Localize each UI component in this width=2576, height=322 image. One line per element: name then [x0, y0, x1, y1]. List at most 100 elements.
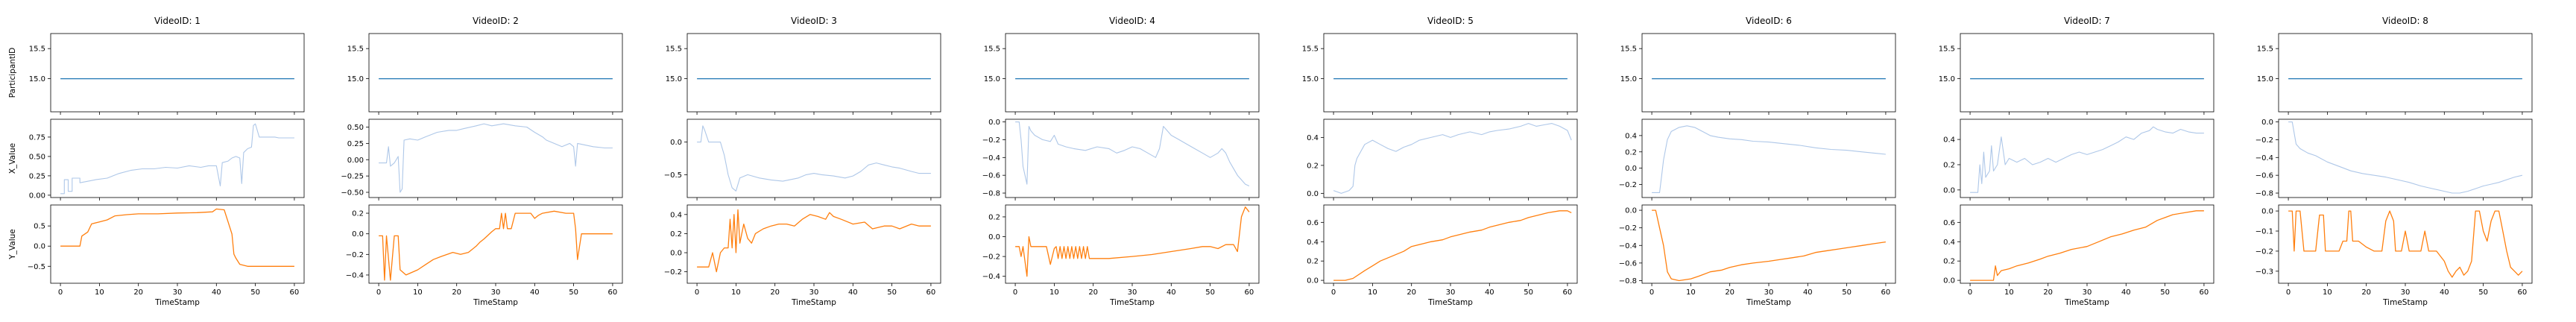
- y-tick-label: −0.4: [2255, 154, 2273, 162]
- y-tick-label: 0.2: [1307, 258, 1319, 266]
- x-tick-label: 10: [2323, 288, 2332, 297]
- x-tick-label: 0: [58, 288, 63, 297]
- x-tick-label: 50: [2478, 288, 2488, 297]
- axes-frame: [686, 204, 941, 284]
- axes-frame: [1960, 33, 2214, 113]
- series-line-x_value: [697, 125, 931, 192]
- y-tick-label: 15.5: [29, 45, 45, 54]
- y-tick-label: 0.2: [352, 210, 364, 218]
- y-tick-label: 15.0: [1620, 75, 1637, 83]
- x-tick-label: 60: [1563, 288, 1573, 297]
- y-tick-label: 0.4: [1943, 239, 1955, 247]
- x-tick-label: 50: [250, 288, 260, 297]
- y-tick-label: −0.1: [2255, 228, 2273, 236]
- panel-title: VideoID: 2: [473, 16, 519, 26]
- x-tick-label: 20: [1725, 288, 1734, 297]
- x-tick-label: 0: [1968, 288, 1972, 297]
- y-tick-label: 15.5: [1939, 45, 1955, 54]
- y-tick-label: 0.6: [1943, 219, 1955, 227]
- x-tick-label: 40: [212, 288, 221, 297]
- y-tick-label: 15.0: [2257, 75, 2273, 83]
- axes-x_value: −0.50 −0.25 0.00 0.25 0.50: [341, 119, 623, 201]
- series-line-x_value: [1333, 123, 1572, 194]
- x-tick-label: 30: [491, 288, 501, 297]
- x-tick-label: 60: [1881, 288, 1891, 297]
- series-line-x_value: [2288, 121, 2523, 194]
- x-tick-label: 40: [1485, 288, 1494, 297]
- axes-y_value: −0.4 −0.2 0.0 0.2 0 10 20 30 40 50 60 TimeStamp: [346, 204, 623, 307]
- axes-frame: [2278, 119, 2533, 198]
- y-tick-label: 0.2: [670, 230, 682, 239]
- y-tick-label: 0.0: [988, 233, 1000, 242]
- series-line-y_value: [1652, 209, 1886, 282]
- x-tick-label: 0: [376, 288, 381, 297]
- series-line-y_value: [60, 208, 294, 267]
- panel-title: VideoID: 1: [154, 16, 201, 26]
- y-tick-label: −0.2: [982, 253, 1000, 262]
- y-tick-label: 0.0: [988, 119, 1000, 127]
- x-tick-label: 40: [848, 288, 858, 297]
- axes-participant: 15.0 15.5: [666, 33, 941, 115]
- axes-x_value: 0.0 0.2 0.4: [1943, 119, 2214, 201]
- x-tick-label: 60: [2200, 288, 2209, 297]
- y-tick-label: 0.50: [347, 124, 364, 132]
- x-tick-label: 60: [926, 288, 936, 297]
- y-tick-label: 0.2: [1307, 162, 1319, 170]
- x-tick-label: 40: [530, 288, 540, 297]
- series-line-y_value: [379, 210, 613, 281]
- y-tick-label: 0.2: [1943, 161, 1955, 169]
- axes-participant: 15.0 15.5: [347, 33, 623, 115]
- x-tick-label: 50: [569, 288, 578, 297]
- y-tick-label: −0.3: [2255, 268, 2273, 276]
- y-tick-label: 0.4: [670, 211, 682, 219]
- x-tick-label: 10: [731, 288, 741, 297]
- y-tick-label: −0.5: [664, 171, 682, 180]
- x-tick-label: 50: [887, 288, 897, 297]
- panel-column: VideoID: 2 15.015.5−0.50−0.250.000.250.50…: [341, 16, 623, 307]
- axes-x_value: 0.0 0.2 0.4: [1307, 119, 1578, 201]
- x-tick-label: 40: [1167, 288, 1176, 297]
- y-tick-label: −0.4: [1619, 242, 1637, 250]
- y-tick-label: 0.25: [29, 172, 45, 180]
- x-tick-label: 40: [2440, 288, 2449, 297]
- x-tick-label: 40: [2121, 288, 2131, 297]
- series-line-x_value: [1970, 126, 2204, 193]
- x-tick-label: 30: [1128, 288, 1137, 297]
- x-axis-label: TimeStamp: [2064, 298, 2109, 307]
- x-tick-label: 60: [2518, 288, 2528, 297]
- y-tick-label: 0.0: [1307, 190, 1319, 198]
- panel-column: VideoID: 415.015.5−0.8−0.6−0.4−0.20.0−0.…: [982, 16, 1260, 307]
- panel-column: VideoID: 715.015.50.00.20.40.00.20.40.60…: [1939, 16, 2214, 307]
- x-tick-label: 10: [2004, 288, 2014, 297]
- y-tick-label: 0.0: [1943, 186, 1955, 195]
- y-tick-label: −0.8: [982, 190, 1000, 198]
- x-tick-label: 30: [2401, 288, 2411, 297]
- y-tick-label: 15.0: [984, 75, 1000, 83]
- y-tick-label: −0.2: [2255, 136, 2273, 145]
- axes-y_value: −0.5 0.0 0.5 0 10 20 30 40 50 60 Y_Value TimeStamp: [8, 204, 305, 307]
- x-tick-label: 10: [413, 288, 423, 297]
- y-tick-label: −0.8: [1619, 277, 1637, 285]
- axes-y_value: 0.0 0.2 0.4 0.6 0 10 20 30 40 50 60 TimeStamp: [1943, 204, 2214, 307]
- x-tick-label: 30: [173, 288, 183, 297]
- y-tick-label: 15.0: [1939, 75, 1955, 83]
- x-axis-label: TimeStamp: [2382, 298, 2428, 307]
- y-tick-label: 0.0: [352, 230, 364, 239]
- y-tick-label: −0.2: [982, 136, 1000, 145]
- y-tick-label: 15.5: [1302, 45, 1319, 54]
- x-tick-label: 0: [1013, 288, 1017, 297]
- y-tick-label: −0.2: [1619, 181, 1637, 189]
- y-tick-label: 0.4: [1625, 132, 1637, 140]
- axes-participant: 15.0 15.5: [2257, 33, 2533, 115]
- axes-y_value: 0.0 0.2 0.4 0.6 0 10 20 30 40 50 60 TimeStamp: [1307, 204, 1578, 307]
- x-tick-label: 30: [809, 288, 819, 297]
- y-tick-label: −0.2: [664, 268, 682, 277]
- panel-column: VideoID: 515.015.50.00.20.40.00.20.40.60…: [1302, 16, 1578, 307]
- y-tick-label: 0.2: [1943, 258, 1955, 266]
- axes-frame: [1960, 119, 2214, 198]
- y-axis-label: ParticipantID: [8, 48, 17, 98]
- y-tick-label: 0.0: [670, 139, 682, 147]
- axes-x_value: −0.8 −0.6 −0.4 −0.2 0.0: [982, 119, 1260, 201]
- x-axis-label: TimeStamp: [1109, 298, 1155, 307]
